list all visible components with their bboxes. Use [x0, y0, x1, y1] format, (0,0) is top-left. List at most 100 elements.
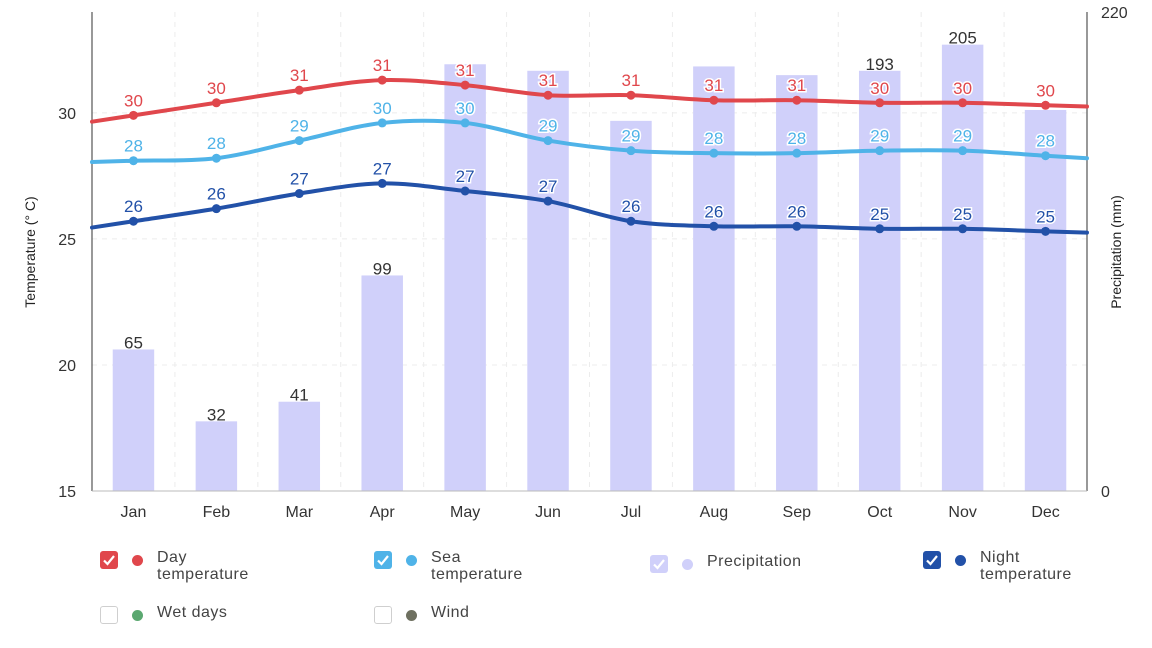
day-temperature-value-label: 31 [290, 66, 309, 85]
night-temperature-value-label: 26 [124, 197, 143, 216]
y-tick-label: 15 [58, 484, 76, 501]
precipitation-value-label: 205 [948, 29, 976, 48]
sea-temperature-value-label: 29 [953, 127, 972, 146]
night-temperature-point [128, 216, 138, 226]
data-labels: 65 32 41 99 193 205 30 30 31 31 31 31 31 31 31 30 30 30 28… [122, 29, 1056, 425]
y-tick-label: 30 [58, 106, 76, 123]
sea-temperature-value-label: 28 [207, 134, 226, 153]
sea-temperature-value-label: 28 [1036, 132, 1055, 151]
day-temperature-value-label: 30 [1036, 81, 1055, 100]
y2-tick-label: 220 [1101, 5, 1128, 22]
sea-temperature-point [626, 146, 636, 156]
precipitation-bar [195, 421, 238, 491]
night-temperature-value-label: 25 [953, 205, 972, 224]
grid-lines [91, 12, 1088, 492]
sea-temperature-point [377, 118, 387, 128]
x-tick-label: Aug [700, 504, 728, 521]
sea-temperature-point [211, 153, 221, 163]
x-tick-label: Feb [203, 504, 231, 521]
checkbox-sea-temperature[interactable] [374, 551, 392, 569]
sea-temperature-point [294, 136, 304, 146]
y-axis-title: Temperature (° C) [22, 196, 38, 307]
x-tick-label: Nov [948, 504, 976, 521]
precipitation-bar [941, 44, 984, 492]
day-temperature-value-label: 31 [539, 71, 558, 90]
legend-item-precipitation[interactable]: Precipitation [650, 553, 802, 573]
precipitation-bar [112, 349, 155, 491]
day-temperature-point [294, 85, 304, 95]
night-temperature-point [211, 204, 221, 214]
y2-axis-tick-labels: 0 220 [1101, 5, 1128, 501]
legend-label-day-temperature: Day temperature [157, 549, 249, 583]
precipitation-bars [112, 44, 1067, 492]
night-temperature-value-label: 26 [787, 202, 806, 221]
legend-item-wind[interactable]: Wind [374, 604, 469, 624]
night-temperature-dot-icon [955, 555, 966, 566]
sea-temperature-value-label: 28 [787, 129, 806, 148]
night-temperature-value-label: 25 [1036, 207, 1055, 226]
checkbox-precipitation[interactable] [650, 555, 668, 573]
night-temperature-point [543, 196, 553, 206]
night-temperature-point [294, 189, 304, 199]
day-temperature-line [90, 77, 1089, 124]
check-icon [653, 559, 665, 570]
sea-temperature-value-label: 29 [870, 127, 889, 146]
day-temperature-point [875, 98, 885, 108]
legend-label-night-temperature: Night temperature [980, 549, 1072, 583]
legend-item-night-temperature[interactable]: Night temperature [923, 549, 1072, 583]
night-temperature-value-label: 26 [704, 202, 723, 221]
precipitation-value-label: 65 [124, 333, 143, 352]
day-temperature-point [377, 75, 387, 85]
day-temperature-point [958, 98, 968, 108]
sea-temperature-value-label: 30 [456, 99, 475, 118]
x-tick-label: Mar [286, 504, 314, 521]
night-temperature-value-label: 27 [456, 167, 475, 186]
day-temperature-point [792, 95, 802, 105]
sea-temperature-value-label: 29 [621, 127, 640, 146]
night-temperature-point [460, 186, 470, 196]
night-temperature-value-label: 27 [290, 170, 309, 189]
night-temperature-point [377, 178, 387, 188]
sea-temperature-value-label: 29 [290, 117, 309, 136]
precipitation-bar [444, 64, 486, 491]
wet-days-dot-icon [132, 610, 143, 621]
precipitation-value-label: 32 [207, 405, 226, 424]
checkbox-wet-days[interactable] [100, 606, 118, 624]
night-temperature-line [90, 181, 1089, 235]
legend-item-day-temperature[interactable]: Day temperature [100, 549, 249, 583]
temperature-lines [90, 75, 1089, 236]
legend-label-wet-days: Wet days [157, 604, 228, 621]
day-temperature-point [543, 90, 553, 100]
night-temperature-value-label: 27 [539, 177, 558, 196]
sea-temperature-point [543, 136, 553, 146]
checkbox-wind[interactable] [374, 606, 392, 624]
x-tick-label: Oct [867, 504, 892, 521]
sea-temperature-value-label: 30 [373, 99, 392, 118]
day-temperature-value-label: 30 [124, 91, 143, 110]
night-temperature-point [626, 216, 636, 226]
checkbox-night-temperature[interactable] [923, 551, 941, 569]
legend-item-sea-temperature[interactable]: Sea temperature [374, 549, 523, 583]
precipitation-value-label: 193 [866, 55, 894, 74]
precipitation-bar [693, 66, 735, 491]
night-temperature-point [958, 224, 968, 234]
night-temperature-value-label: 27 [373, 159, 392, 178]
sea-temperature-point [1041, 151, 1051, 161]
sea-temperature-point [128, 156, 138, 166]
checkbox-day-temperature[interactable] [100, 551, 118, 569]
legend-item-wet-days[interactable]: Wet days [100, 604, 227, 624]
precipitation-bar [776, 75, 818, 492]
legend-label-sea-temperature: Sea temperature [431, 549, 523, 583]
day-temperature-value-label: 31 [704, 76, 723, 95]
day-temperature-point [1041, 100, 1051, 110]
day-temperature-value-label: 31 [456, 61, 475, 80]
day-temperature-value-label: 30 [207, 79, 226, 98]
night-temperature-point [875, 224, 885, 234]
x-tick-label: May [450, 504, 480, 521]
x-axis-tick-labels: Jan Feb Mar Apr May Jun Jul Aug Sep Oct Nov Dec [121, 504, 1060, 521]
sea-temperature-point [875, 146, 885, 156]
precipitation-dot-icon [682, 559, 693, 570]
precipitation-value-label: 99 [373, 259, 392, 278]
day-temperature-point [211, 98, 221, 108]
